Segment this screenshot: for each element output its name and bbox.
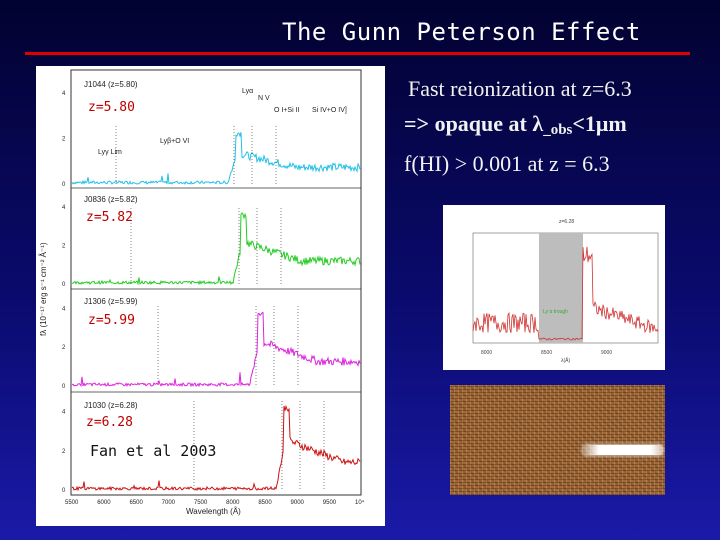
bullet-opaque-suffix: <1 xyxy=(572,111,596,136)
bullet-opaque-prefix: => opaque at xyxy=(404,111,533,136)
y-tick-label: 0 xyxy=(62,282,66,288)
redshift-label: z=5.82 xyxy=(86,210,133,225)
spectrum-curve xyxy=(71,404,361,492)
spectrum-curve xyxy=(71,132,361,185)
lambda-subscript: _obs xyxy=(543,122,573,138)
y-tick-label: 4 xyxy=(62,91,66,97)
x-tick-label: 6000 xyxy=(97,500,111,506)
mu-symbol: μ xyxy=(595,111,609,136)
x-axis-label: Wavelength (Å) xyxy=(186,507,241,516)
y-tick-label: 4 xyxy=(62,306,66,312)
redshift-label: z=5.80 xyxy=(88,100,135,115)
line-label: Lyα xyxy=(242,88,253,95)
panel-object-label: J0836 (z=5.82) xyxy=(84,195,138,204)
line-label: O I+Si II xyxy=(274,107,300,114)
x-tick-label: 6500 xyxy=(129,500,143,506)
panel-object-label: J1306 (z=5.99) xyxy=(84,297,138,306)
trough-shade xyxy=(539,233,583,343)
bullet-fast-reionization: Fast reionization at z=6.3 xyxy=(408,76,632,101)
bullet-opaque: => opaque at λ_obs<1μm xyxy=(404,111,627,139)
slide-title: The Gunn Peterson Effect xyxy=(282,18,641,46)
spectrum-curve xyxy=(71,311,361,388)
y-tick-label: 0 xyxy=(62,384,66,390)
panel-object-label: J1030 (z=6.28) xyxy=(84,401,138,410)
x-tick-label: 5500 xyxy=(65,500,79,506)
y-tick-label: 4 xyxy=(62,410,66,416)
trough-label: Ly α trough xyxy=(543,309,568,315)
line-label: Si IV+O IV] xyxy=(312,107,347,114)
x-tick-label: 10⁴ xyxy=(355,499,365,506)
y-tick-label: 2 xyxy=(62,449,66,455)
inset-spectrum-curve xyxy=(472,246,659,341)
inset-x-tick: 9000 xyxy=(601,350,612,356)
y-tick-label: 0 xyxy=(62,488,66,494)
line-label: N V xyxy=(258,95,270,102)
inset-2d-spectrum-image xyxy=(450,385,665,495)
line-label: Lyγ Lim xyxy=(98,149,122,156)
x-tick-label: 9500 xyxy=(323,500,337,506)
x-tick-label: 7000 xyxy=(162,500,176,506)
spectra-plot: J1044 (z=5.80) J0836 (z=5.82) J1306 (z=5… xyxy=(39,69,365,516)
inset-header: z=6.28 xyxy=(559,219,574,225)
inset-x-label: λ(Å) xyxy=(561,357,571,364)
panel-object-label: J1044 (z=5.80) xyxy=(84,80,138,89)
unit-meter: m xyxy=(608,111,627,136)
plot-frame xyxy=(70,69,362,496)
x-tick-label: 9000 xyxy=(291,500,305,506)
bullet-neutral-fraction: f(HI) > 0.001 at z = 6.3 xyxy=(404,151,610,176)
y-tick-label: 4 xyxy=(62,205,66,211)
y-axis-label: fλ (10⁻¹⁷ erg s⁻¹ cm⁻² Å⁻¹) xyxy=(39,242,48,336)
line-label: Lyβ+O VI xyxy=(160,138,189,145)
spectrum-curve xyxy=(72,212,361,286)
y-tick-label: 2 xyxy=(62,136,66,142)
y-tick-label: 0 xyxy=(62,182,66,188)
redshift-label: z=6.28 xyxy=(86,415,133,430)
inset-x-tick: 8000 xyxy=(481,350,492,356)
redshift-label: z=5.99 xyxy=(88,313,135,328)
x-tick-label: 8500 xyxy=(258,500,272,506)
lambda-symbol: λ xyxy=(532,111,544,136)
figure-credit: Fan et al 2003 xyxy=(90,442,216,460)
inset-x-tick: 8500 xyxy=(541,350,552,356)
x-tick-label: 8000 xyxy=(226,500,240,506)
y-tick-label: 2 xyxy=(62,244,66,250)
x-tick-label: 7500 xyxy=(194,500,208,506)
inset-spectrum-svg: z=6.28 Ly α trough 8000 8500 9000 λ(Å) xyxy=(472,219,659,364)
y-tick-label: 2 xyxy=(62,345,66,351)
inset-spectrum-plot: z=6.28 Ly α trough 8000 8500 9000 λ(Å) xyxy=(443,205,665,370)
spectra-figure: J1044 (z=5.80) J0836 (z=5.82) J1306 (z=5… xyxy=(36,66,385,526)
quasar-continuum-streak xyxy=(583,445,663,455)
title-rule xyxy=(25,52,690,55)
